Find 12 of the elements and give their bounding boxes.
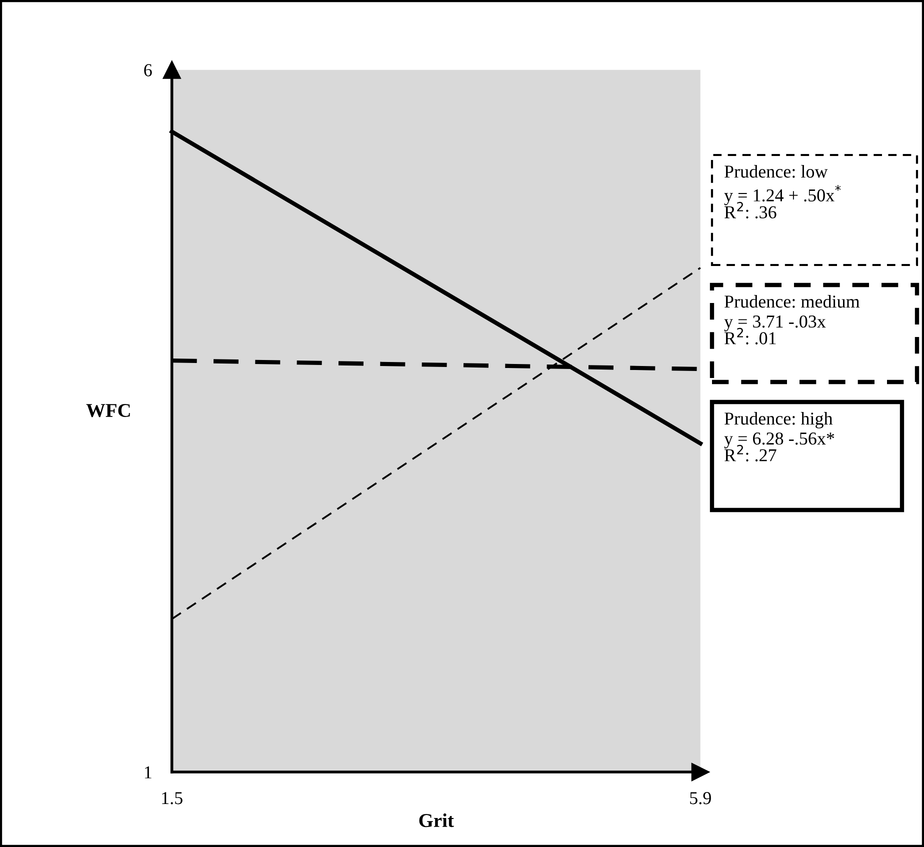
text: y = 3.71 -.03x R$^{2}$: .01	[724, 315, 826, 344]
series-label: Prudence: high	[724, 412, 833, 428]
text: Prudence: medium	[724, 295, 860, 308]
x-axis-title: Grit	[419, 813, 454, 828]
text: y = 1.24 + .50x$^{*}$ R$^{2}$: .36	[724, 185, 841, 218]
x-tick-label: 1.5	[162, 792, 182, 804]
y-tick-label: 1	[144, 766, 152, 778]
y-axis-title: WFC	[86, 404, 130, 418]
text: Prudence: low	[724, 165, 828, 178]
text: y = 6.28 -.56x* R$^{2}$: .27	[724, 432, 834, 462]
y-tick-label: 6	[144, 64, 152, 76]
x-tick-label: 5.9	[690, 792, 711, 804]
